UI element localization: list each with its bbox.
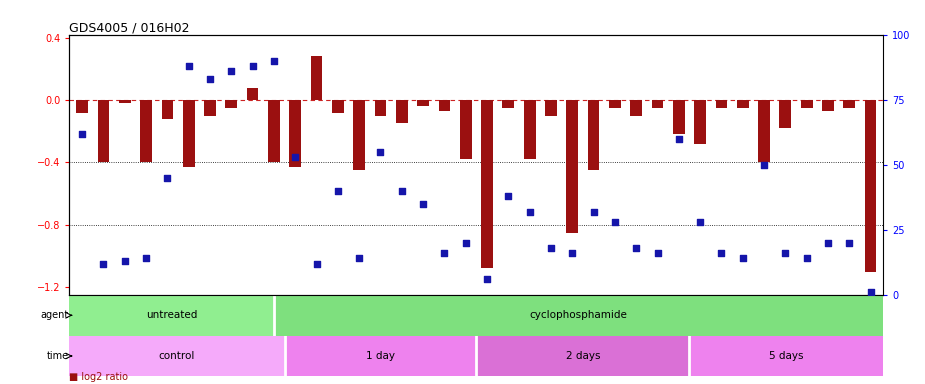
Bar xyxy=(502,100,514,108)
Text: cyclophosphamide: cyclophosphamide xyxy=(530,310,627,320)
Point xyxy=(394,188,409,194)
Bar xyxy=(630,100,642,116)
Text: untreated: untreated xyxy=(146,310,197,320)
Point xyxy=(75,131,90,137)
Point xyxy=(735,255,750,262)
Bar xyxy=(69,336,285,376)
Bar xyxy=(780,100,791,128)
Text: time: time xyxy=(47,351,69,361)
Point xyxy=(181,63,196,69)
Point xyxy=(437,250,451,257)
Point xyxy=(139,255,154,262)
Point xyxy=(778,250,793,257)
Point xyxy=(650,250,665,257)
Point xyxy=(415,201,430,207)
Bar xyxy=(285,336,476,376)
Point xyxy=(799,255,814,262)
Text: 5 days: 5 days xyxy=(770,351,804,361)
Point xyxy=(863,289,878,295)
Point xyxy=(224,68,239,74)
Bar xyxy=(375,100,387,116)
Point xyxy=(266,58,281,64)
Bar xyxy=(865,100,877,271)
Bar xyxy=(268,100,279,162)
Bar xyxy=(737,100,748,108)
Point xyxy=(565,250,580,257)
Point xyxy=(501,193,516,199)
Point xyxy=(352,255,366,262)
Bar xyxy=(587,100,599,170)
Bar xyxy=(695,100,706,144)
Bar xyxy=(524,100,536,159)
Bar xyxy=(311,56,323,100)
Bar xyxy=(183,100,194,167)
Bar xyxy=(438,100,450,111)
Bar xyxy=(119,100,130,103)
Point xyxy=(203,76,217,82)
Bar xyxy=(247,88,258,100)
Point xyxy=(458,240,473,246)
Point xyxy=(480,276,495,282)
Bar xyxy=(69,295,274,336)
Point xyxy=(672,136,686,142)
Point xyxy=(757,162,771,168)
Bar xyxy=(396,100,408,123)
Bar xyxy=(566,100,578,233)
Point xyxy=(693,219,708,225)
Bar xyxy=(822,100,833,111)
Bar xyxy=(460,100,472,159)
Bar xyxy=(274,295,883,336)
Text: 2 days: 2 days xyxy=(566,351,600,361)
Bar xyxy=(290,100,302,167)
Point xyxy=(330,188,345,194)
Bar xyxy=(844,100,855,108)
Bar xyxy=(353,100,365,170)
Point xyxy=(160,175,175,181)
Bar xyxy=(204,100,216,116)
Bar xyxy=(758,100,770,162)
Point xyxy=(544,245,559,251)
Bar xyxy=(689,336,883,376)
Bar xyxy=(801,100,812,108)
Bar xyxy=(476,336,689,376)
Point xyxy=(842,240,857,246)
Bar xyxy=(651,100,663,108)
Point xyxy=(117,258,132,264)
Point xyxy=(523,209,537,215)
Bar xyxy=(226,100,237,108)
Text: ■ log2 ratio: ■ log2 ratio xyxy=(69,372,129,382)
Point xyxy=(288,154,302,160)
Bar xyxy=(98,100,109,162)
Point xyxy=(820,240,835,246)
Bar xyxy=(332,100,344,113)
Point xyxy=(714,250,729,257)
Point xyxy=(373,149,388,155)
Point xyxy=(309,261,324,267)
Point xyxy=(245,63,260,69)
Point xyxy=(586,209,601,215)
Text: control: control xyxy=(159,351,195,361)
Point xyxy=(608,219,623,225)
Point xyxy=(96,261,111,267)
Point xyxy=(629,245,644,251)
Text: 1 day: 1 day xyxy=(366,351,395,361)
Bar xyxy=(162,100,173,119)
Bar xyxy=(545,100,557,116)
Text: GDS4005 / 016H02: GDS4005 / 016H02 xyxy=(69,22,190,35)
Bar xyxy=(481,100,493,268)
Bar xyxy=(716,100,727,108)
Bar xyxy=(76,100,88,113)
Bar xyxy=(673,100,684,134)
Bar xyxy=(141,100,152,162)
Bar xyxy=(609,100,621,108)
Text: agent: agent xyxy=(41,310,69,320)
Bar xyxy=(417,100,429,106)
